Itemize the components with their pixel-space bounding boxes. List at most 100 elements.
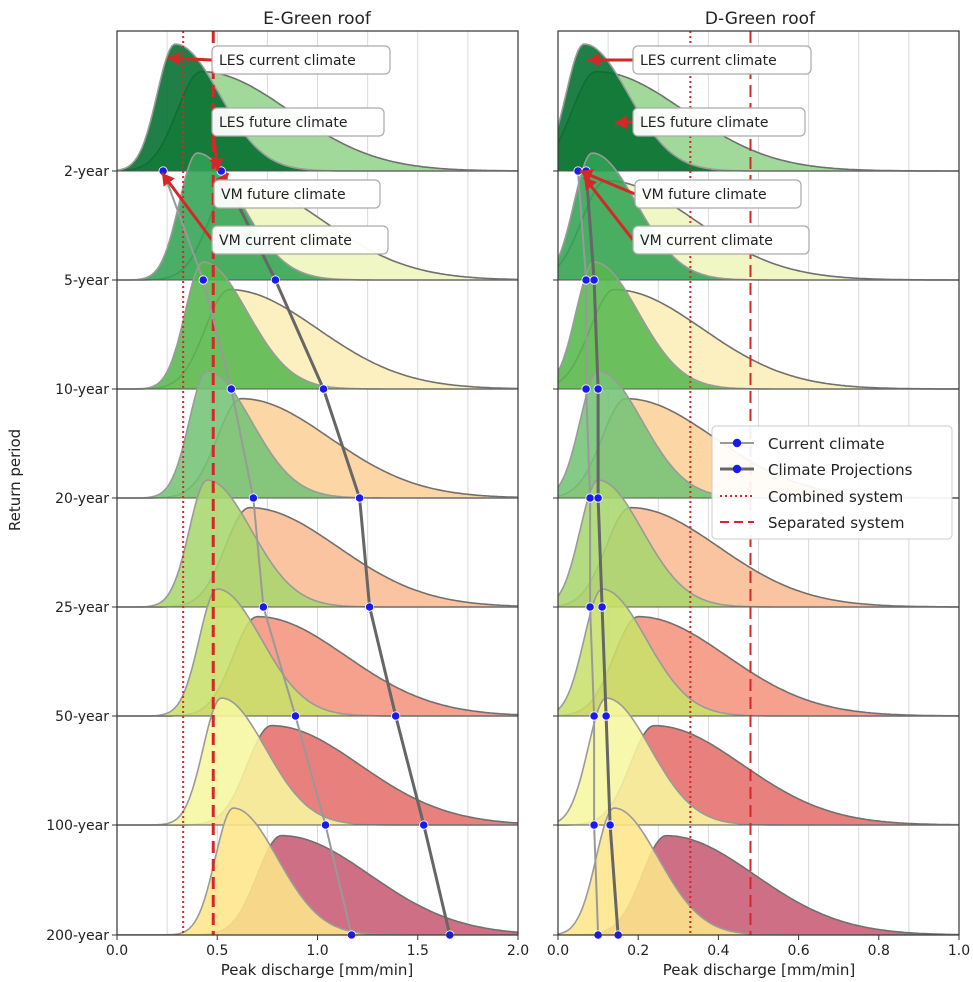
x-tick-label: 0.8	[868, 943, 890, 959]
annotation-label: LES current climate	[219, 53, 356, 69]
annotation-arrowhead	[209, 158, 224, 171]
annotation-label: LES future climate	[219, 115, 347, 131]
legend-current-marker	[732, 438, 742, 448]
climate-projection-point	[419, 820, 429, 830]
climate-projection-point	[601, 711, 611, 721]
x-tick-label: 0.4	[707, 943, 729, 959]
panel-left: 0.0 0.5 1.0 1.5 2.0 2-year 5-year 10-year 20-yea…	[46, 30, 529, 959]
current-density-area	[558, 589, 959, 716]
climate-projection-line	[584, 170, 620, 936]
x-tick-label: 0.0	[106, 943, 128, 959]
annotation-box	[211, 225, 389, 255]
annotation-label: LES current climate	[640, 53, 777, 69]
current-climate-point	[589, 820, 599, 830]
y-tick-label: 200-year	[46, 928, 109, 944]
right-panel-title: D-Green roof	[705, 9, 816, 29]
legend-combined-label: Combined system	[768, 488, 903, 506]
annotation-arrowhead	[162, 173, 175, 187]
annotation-arrowhead	[580, 169, 594, 183]
future-density-curve	[117, 834, 518, 935]
climate-projection-point	[270, 275, 280, 285]
x-tick-label: 1.0	[306, 943, 328, 959]
y-tick-label: 25-year	[55, 600, 109, 616]
legend-box	[711, 425, 953, 540]
annotation-box	[632, 45, 812, 75]
x-tick-label: 1.5	[407, 943, 429, 959]
left-panel-title: E-Green roof	[263, 9, 372, 29]
annotation-box	[211, 45, 391, 75]
climate-projection-point	[318, 384, 329, 394]
climate-projection-point	[589, 275, 599, 285]
y-tick-label: 10-year	[55, 382, 109, 398]
climate-projection-point	[605, 820, 615, 830]
current-density-area	[558, 371, 959, 498]
climate-projection-point	[391, 711, 401, 721]
left-x-axis-label: Peak discharge [mm/min]	[221, 961, 414, 979]
climate-projection-point	[593, 493, 603, 503]
current-climate-line	[162, 170, 353, 936]
current-climate-point	[290, 711, 301, 721]
y-tick-label: 50-year	[55, 709, 109, 725]
climate-projection-point	[597, 602, 607, 612]
panels: 0.0 0.5 1.0 1.5 2.0 2-year 5-year 10-year 20-yea…	[46, 30, 970, 959]
annotation-box	[213, 179, 381, 209]
annotation-label: VM future climate	[221, 187, 346, 203]
legend-separated-label: Separated system	[768, 514, 904, 532]
current-density-area	[117, 371, 518, 498]
annotation-box	[211, 107, 385, 137]
annotation-box	[632, 225, 810, 255]
annotation-label: VM current climate	[219, 233, 352, 249]
future-density-area	[117, 616, 518, 716]
y-tick-label: 5-year	[64, 273, 109, 289]
x-tick-label: 1.0	[948, 943, 970, 959]
x-tick-label: 0.6	[787, 943, 809, 959]
legend: Current climate Climate Projections Comb…	[711, 425, 953, 540]
annotation-box	[634, 179, 802, 209]
panel-frame	[557, 30, 960, 936]
annotation-arrow	[582, 176, 635, 241]
legend-projection-marker	[732, 464, 742, 474]
annotation-box	[632, 107, 806, 137]
current-climate-point	[581, 384, 591, 394]
annotation-arrow	[160, 172, 214, 241]
annotation-arrowhead	[584, 177, 597, 191]
climate-projection-point	[355, 493, 365, 503]
y-tick-label: 20-year	[55, 491, 109, 507]
current-climate-line	[577, 170, 600, 936]
y-tick-label: 100-year	[46, 818, 109, 834]
current-climate-point	[320, 820, 331, 830]
x-tick-label: 2.0	[507, 943, 529, 959]
right-x-axis-label: Peak discharge [mm/min]	[663, 961, 856, 979]
current-climate-point	[585, 493, 595, 503]
x-tick-label: 0.5	[206, 943, 228, 959]
current-climate-point	[585, 602, 595, 612]
current-climate-point	[589, 711, 599, 721]
y-tick-label: 2-year	[64, 164, 109, 180]
annotation-label: VM current climate	[640, 233, 773, 249]
current-climate-point	[581, 275, 591, 285]
current-density-area	[117, 262, 518, 389]
annotation-label: LES future climate	[640, 115, 768, 131]
current-density-area	[558, 262, 959, 389]
legend-current-label: Current climate	[768, 435, 885, 453]
annotation-arrowhead	[615, 115, 628, 130]
current-climate-point	[226, 384, 236, 394]
current-density-area	[558, 698, 959, 825]
annotation-arrowhead	[588, 53, 600, 67]
annotation-label: VM future climate	[642, 187, 767, 203]
current-density-area	[117, 480, 518, 607]
current-density-area	[117, 698, 518, 825]
panel-right: 0.0 0.2 0.4 0.6 0.8 1.0 LES current climate LES…	[547, 30, 970, 959]
current-climate-point	[198, 275, 208, 285]
future-density-area	[117, 835, 518, 935]
legend-projection-label: Climate Projections	[768, 461, 913, 479]
annotation-arrowhead	[168, 51, 181, 66]
current-density-area	[117, 589, 518, 716]
current-density-area	[117, 808, 518, 935]
y-axis-label: Return period	[6, 429, 24, 531]
current-climate-point	[248, 493, 258, 503]
x-tick-label: 0.0	[547, 943, 569, 959]
climate-projection-point	[365, 602, 375, 612]
current-density-area	[117, 44, 518, 171]
